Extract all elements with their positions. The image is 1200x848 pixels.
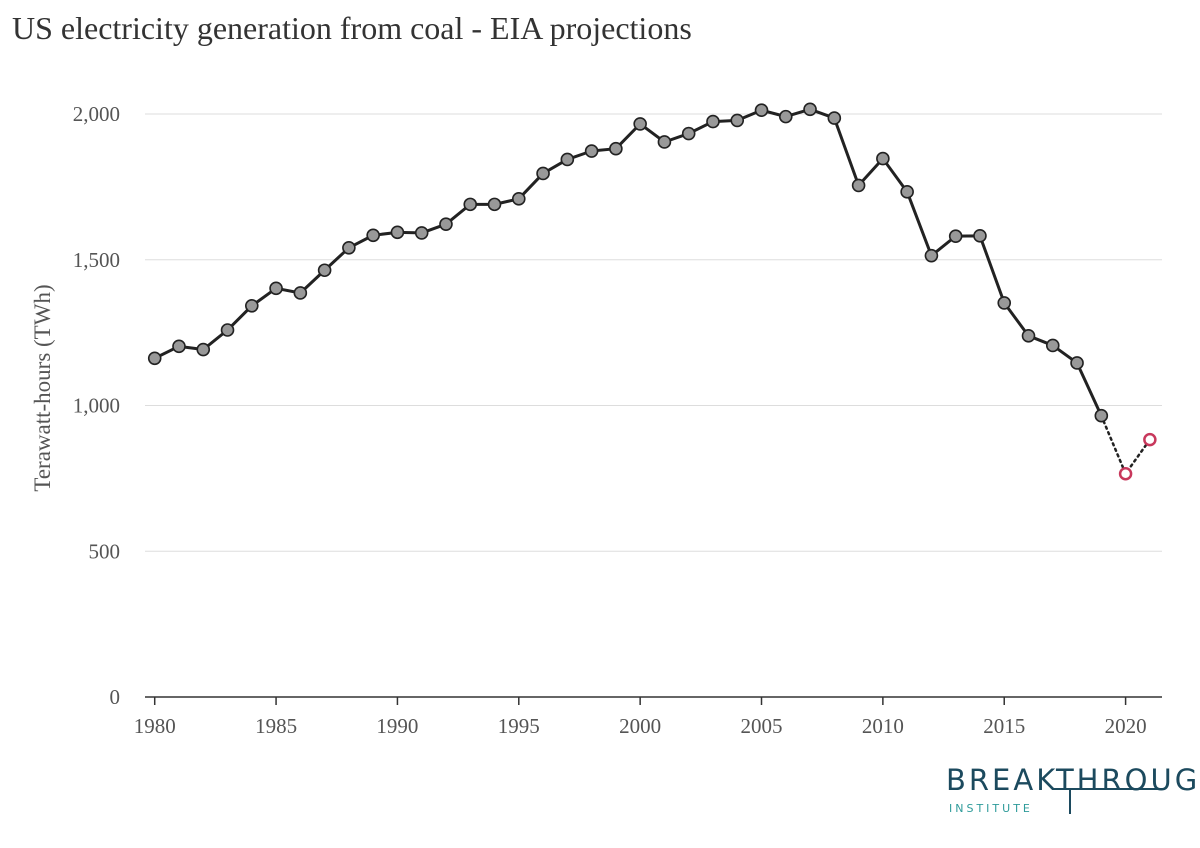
- x-tick-label: 1990: [376, 714, 418, 738]
- x-tick-label: 1985: [255, 714, 297, 738]
- historical-data-point: [633, 117, 647, 131]
- historical-data-point: [342, 240, 356, 255]
- axes: 0 500 1,000 1,500 2,000 1980 1985 1990 1995 2000 2…: [73, 102, 1162, 738]
- y-tick-label: 500: [89, 539, 121, 563]
- historical-data-point: [390, 225, 405, 240]
- x-tick-label: 2005: [741, 714, 783, 738]
- x-tick-label: 1995: [498, 714, 540, 738]
- historical-data-point: [1021, 329, 1036, 343]
- y-tick-label: 1,500: [73, 248, 120, 272]
- y-tick-label: 0: [110, 685, 121, 709]
- y-tick-label: 1,000: [73, 394, 120, 418]
- historical-data-point: [584, 144, 599, 158]
- historical-data-point: [730, 113, 745, 128]
- chart-title: US electricity generation from coal - EI…: [12, 10, 692, 46]
- historical-data-point: [876, 151, 890, 166]
- historical-data-point: [147, 351, 162, 366]
- historical-data-point: [900, 185, 914, 199]
- historical-data-point: [681, 126, 696, 141]
- historical-data-point: [924, 248, 939, 263]
- historical-data-point: [1070, 356, 1084, 370]
- gridlines: [145, 113, 1162, 552]
- x-tick-label: 1980: [134, 714, 176, 738]
- historical-data-point: [511, 192, 526, 206]
- historical-data-point: [851, 178, 866, 193]
- historical-data-point: [1045, 338, 1060, 353]
- historical-data-point: [244, 299, 259, 313]
- historical-data-point: [560, 152, 575, 167]
- historical-data-point: [657, 135, 672, 149]
- historical-data-point: [366, 228, 380, 243]
- historical-data-point: [997, 296, 1012, 310]
- historical-data-point: [754, 103, 769, 118]
- y-axis-title: Terawatt-hours (TWh): [30, 284, 55, 491]
- logo-wordmark: BREAKTHROUGH: [946, 763, 1200, 797]
- historical-series-line: [154, 107, 1103, 417]
- historical-data-point: [778, 109, 793, 124]
- historical-data-point: [487, 197, 502, 212]
- logo-subtitle: INSTITUTE: [949, 802, 1033, 815]
- logo-rule: [1053, 788, 1165, 790]
- historical-data-point: [803, 102, 817, 117]
- projection-series-line: [1100, 414, 1152, 477]
- historical-data-point: [463, 197, 478, 212]
- x-tick-label: 2020: [1105, 714, 1147, 738]
- x-tick-label: 2000: [619, 714, 661, 738]
- projection-data-point: [1143, 432, 1157, 447]
- historical-data-point: [269, 281, 283, 296]
- x-tick-label: 2015: [983, 714, 1025, 738]
- historical-data-point: [439, 217, 453, 231]
- x-tick-label: 2010: [862, 714, 904, 738]
- projection-data-point: [1118, 466, 1133, 481]
- historical-data-point: [220, 323, 235, 337]
- historical-data-point: [1094, 408, 1109, 423]
- logo-stem: [1069, 788, 1071, 814]
- historical-data-point: [293, 286, 308, 300]
- historical-data-point: [948, 229, 963, 243]
- historical-data-point: [827, 111, 842, 125]
- breakthrough-institute-logo: BREAKTHROUGH INSTITUTE: [946, 766, 1200, 826]
- historical-data-point: [196, 342, 211, 357]
- historical-data-point: [536, 166, 550, 181]
- historical-data-point: [172, 339, 186, 354]
- historical-data-point: [973, 229, 987, 243]
- historical-data-point: [414, 226, 429, 240]
- data-points: [147, 102, 1157, 481]
- historical-data-point: [609, 141, 623, 156]
- historical-data-point: [317, 263, 332, 278]
- historical-data-point: [706, 114, 720, 129]
- y-tick-label: 2,000: [73, 102, 120, 126]
